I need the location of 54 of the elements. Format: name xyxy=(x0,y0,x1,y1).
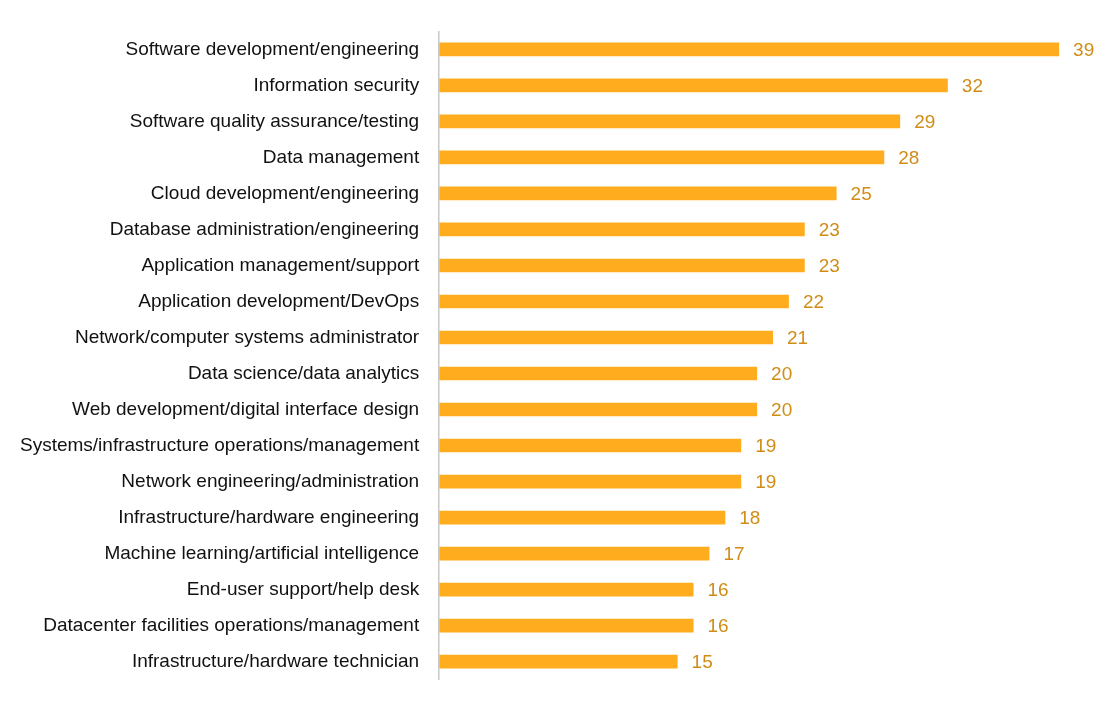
bar xyxy=(439,510,726,525)
data-label: 32 xyxy=(961,74,983,96)
bar xyxy=(439,78,948,93)
data-label: 15 xyxy=(691,650,713,672)
y-tick-label: Database administration/engineering xyxy=(109,217,420,239)
data-label: 22 xyxy=(802,290,825,312)
data-label: 20 xyxy=(771,398,793,420)
bar xyxy=(439,582,694,597)
bar xyxy=(439,222,805,237)
y-tick-label: Infrastructure/hardware technician xyxy=(131,649,420,671)
y-tick-label: Datacenter facilities operations/management xyxy=(43,613,420,635)
data-label: 23 xyxy=(818,254,840,276)
bar xyxy=(439,330,773,345)
data-label: 28 xyxy=(898,146,920,168)
y-tick-label: Application development/DevOps xyxy=(138,289,420,311)
data-label: 18 xyxy=(739,506,761,528)
y-tick-label: Software development/engineering xyxy=(125,37,420,59)
y-tick-label: Data science/data analytics xyxy=(187,361,420,383)
data-label: 16 xyxy=(707,578,729,600)
y-tick-label: Infrastructure/hardware engineering xyxy=(118,505,420,527)
data-label: 21 xyxy=(786,326,809,348)
bar xyxy=(439,402,758,417)
data-label: 19 xyxy=(755,470,777,492)
bar xyxy=(439,294,789,309)
bar xyxy=(439,546,710,561)
data-label: 23 xyxy=(818,218,840,240)
data-label: 17 xyxy=(723,542,745,564)
bar xyxy=(439,438,742,453)
y-tick-label: Network/computer systems administrator xyxy=(74,325,420,347)
y-tick-label: End-user support/help desk xyxy=(186,577,420,599)
y-tick-label: Information security xyxy=(253,73,420,95)
data-label: 25 xyxy=(850,182,872,204)
y-tick-label: Network engineering/administration xyxy=(121,469,420,491)
y-tick-label: Web development/digital interface design xyxy=(72,397,420,419)
bar xyxy=(439,186,837,201)
bar xyxy=(439,42,1060,57)
data-label: 19 xyxy=(755,434,777,456)
bar xyxy=(439,258,805,273)
bar xyxy=(439,618,694,633)
bar xyxy=(439,654,678,669)
data-label: 16 xyxy=(707,614,729,636)
y-tick-label: Data management xyxy=(262,145,420,167)
y-tick-label: Software quality assurance/testing xyxy=(129,109,420,131)
y-tick-label: Cloud development/engineering xyxy=(150,181,420,203)
data-label: 39 xyxy=(1073,38,1095,60)
data-label: 20 xyxy=(771,362,793,384)
data-label: 29 xyxy=(914,110,936,132)
bar xyxy=(439,366,758,381)
y-tick-label: Systems/infrastructure operations/management xyxy=(20,433,420,455)
bar xyxy=(439,474,742,489)
bar xyxy=(439,150,885,165)
y-tick-label: Application management/support xyxy=(141,253,420,275)
bar xyxy=(439,114,901,129)
y-tick-label: Machine learning/artificial intelligence xyxy=(104,541,420,563)
